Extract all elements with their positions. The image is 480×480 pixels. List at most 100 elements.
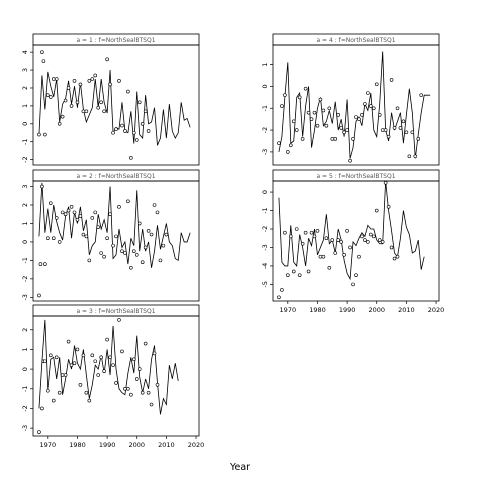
data-point: [297, 273, 302, 277]
data-point: [108, 355, 112, 360]
y-tick-label: -2: [21, 156, 29, 162]
data-point: [357, 117, 361, 121]
data-point: [117, 318, 121, 322]
y-tick-label: -1: [261, 105, 269, 111]
data-point: [84, 234, 89, 239]
data-point: [37, 293, 41, 298]
data-point: [366, 91, 370, 95]
y-tick-label: -1: [21, 138, 29, 144]
data-point: [66, 339, 71, 344]
data-point: [57, 390, 62, 395]
y-tick-label: -2: [21, 276, 29, 282]
data-point: [288, 234, 293, 239]
data-point: [339, 240, 343, 244]
data-point: [377, 113, 382, 117]
data-point: [96, 225, 101, 229]
data-point: [75, 347, 80, 352]
data-point: [318, 254, 323, 259]
y-tick-label: 2: [21, 203, 29, 207]
data-point: [131, 357, 136, 362]
y-tick-label: 0: [261, 190, 269, 194]
data-point: [117, 79, 121, 83]
data-point: [354, 115, 358, 119]
data-point: [286, 150, 290, 154]
data-point: [78, 383, 83, 387]
data-point: [54, 216, 59, 220]
x-tick-label: 2010: [398, 306, 415, 314]
data-point: [126, 199, 130, 204]
data-point: [137, 221, 142, 226]
data-point: [294, 128, 299, 132]
data-point: [389, 245, 394, 250]
y-tick-label: 3: [21, 68, 29, 72]
data-point: [87, 258, 92, 263]
data-point: [78, 214, 83, 218]
data-point: [51, 398, 56, 403]
data-point: [333, 137, 338, 141]
data-point: [371, 106, 376, 111]
panel-a5: a = 5 : f=NorthSealBTSQ1 -5 -4 -3 -2 -1 0: [261, 169, 440, 302]
x-axes: 1970 1980 1990 2000 2010 2020 1970 1980 1990 2000…: [40, 301, 444, 449]
data-point: [41, 59, 46, 63]
data-point: [105, 57, 109, 62]
series-line: [278, 180, 425, 281]
x-axis-label: Year: [229, 462, 250, 473]
data-point: [111, 363, 115, 367]
y-tick-label: 0: [261, 84, 269, 88]
data-point: [345, 229, 349, 233]
x-tick-label: 1990: [339, 306, 356, 314]
data-point: [348, 245, 352, 250]
data-point: [155, 210, 160, 215]
data-point: [312, 234, 317, 239]
y-tick-label: -3: [21, 294, 29, 300]
data-point: [363, 102, 367, 106]
x-tick-label: 1980: [309, 306, 326, 314]
data-point: [60, 373, 65, 377]
data-point: [57, 122, 62, 126]
data-point: [75, 217, 80, 222]
data-point: [137, 367, 142, 371]
data-point: [140, 122, 145, 126]
data-point: [383, 181, 388, 185]
data-point: [152, 351, 157, 356]
data-point: [146, 129, 151, 133]
x-tick-label: 1990: [99, 441, 116, 449]
x-tick-label: 2000: [368, 306, 385, 314]
x-tick-label: 1970: [40, 441, 57, 449]
y-tick-label: 1: [261, 63, 269, 67]
data-point: [114, 127, 118, 131]
y-tick-label: 0: [21, 122, 29, 126]
data-point: [342, 130, 346, 135]
data-point: [43, 359, 47, 364]
data-point: [283, 93, 287, 97]
x-tick-label: 2020: [188, 441, 205, 449]
data-point: [395, 106, 400, 111]
data-point: [90, 353, 95, 358]
data-point: [374, 208, 379, 213]
data-point: [351, 137, 355, 141]
data-point: [60, 114, 65, 119]
data-point: [155, 383, 160, 387]
data-point: [87, 398, 92, 403]
data-point: [46, 236, 50, 241]
x-tick-label: 2000: [128, 441, 145, 449]
data-point: [291, 119, 296, 124]
data-point: [143, 341, 148, 346]
data-point: [48, 201, 53, 205]
data-point: [66, 86, 71, 90]
data-point: [161, 243, 166, 248]
data-point: [386, 205, 391, 209]
y-tick-label: 1: [21, 221, 29, 225]
data-point: [126, 386, 130, 391]
data-point: [81, 353, 86, 358]
data-point: [369, 232, 373, 237]
data-point: [297, 95, 302, 100]
y-tick-label: 1: [21, 104, 29, 108]
data-point: [333, 251, 338, 255]
data-point: [303, 86, 308, 91]
series-line: [38, 182, 191, 268]
data-point: [158, 258, 163, 263]
data-point: [312, 110, 317, 115]
y-tick-label: -1: [261, 207, 269, 213]
y-tick-label: 2: [21, 86, 29, 90]
